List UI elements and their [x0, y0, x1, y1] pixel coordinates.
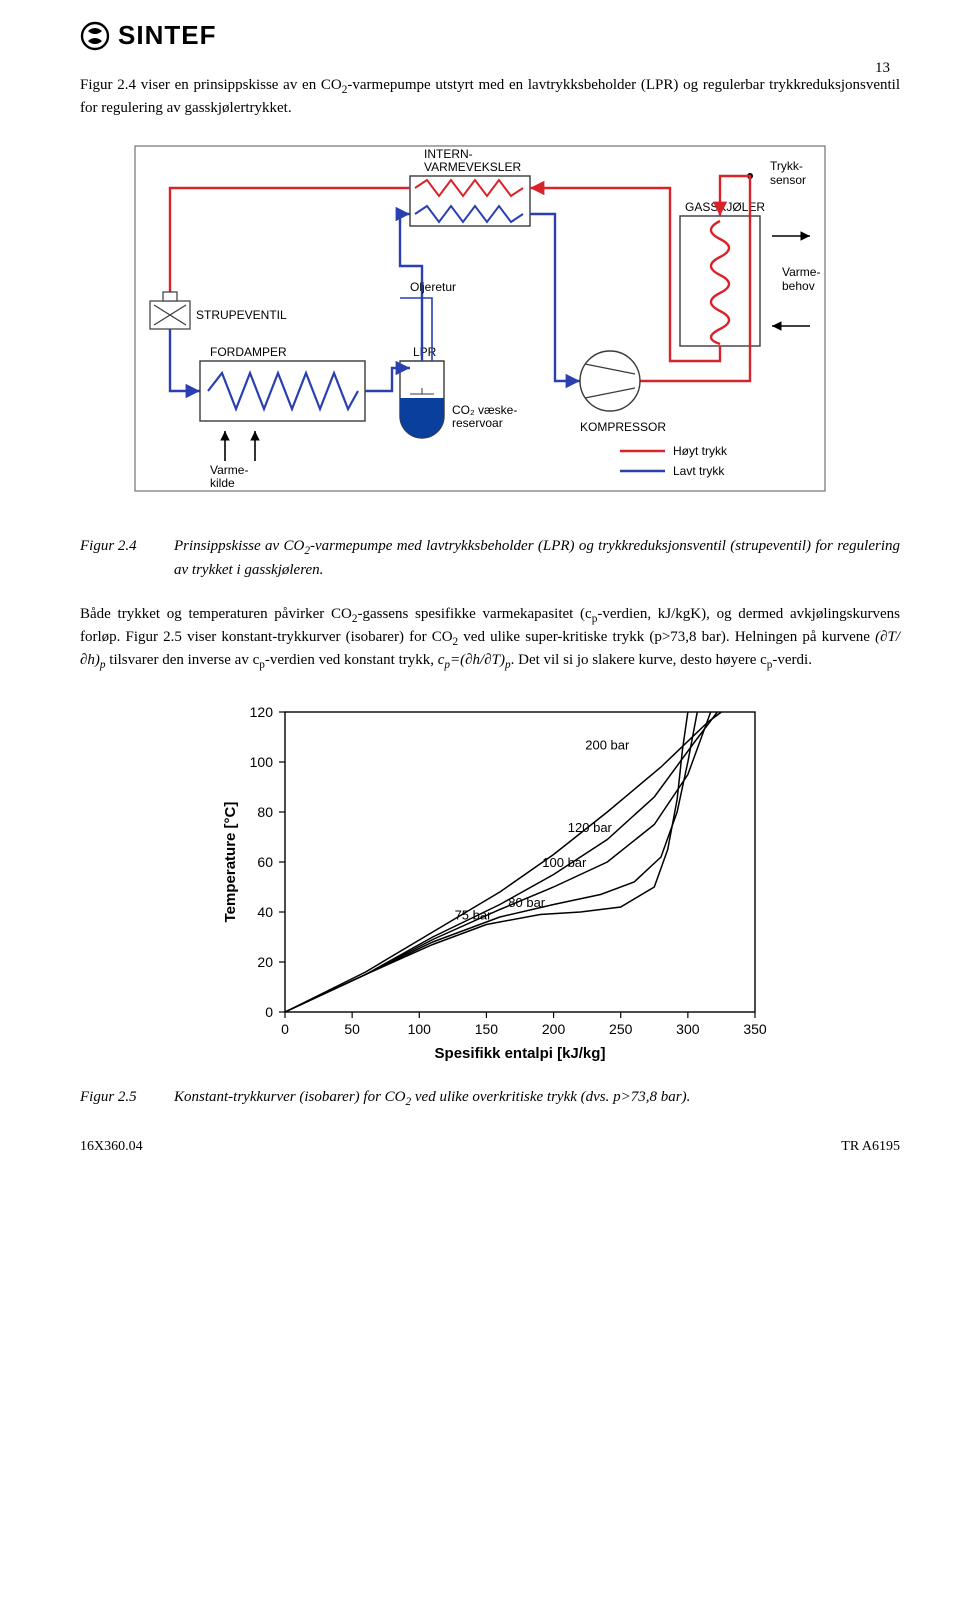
figure-2-4-caption: Figur 2.4 Prinsippskisse av CO2-varmepum…: [80, 536, 900, 579]
footer-right: TR A6195: [841, 1139, 900, 1155]
svg-text:0: 0: [265, 1004, 273, 1020]
svg-text:100: 100: [250, 754, 274, 770]
svg-text:0: 0: [281, 1021, 289, 1037]
brand-text: SINTEF: [118, 20, 216, 51]
label-gasskjoler: GASSKJØLER: [685, 200, 765, 214]
valve-icon: [150, 292, 190, 329]
page-number: 13: [875, 60, 890, 77]
label-co2res: CO₂ væske-reservoar: [452, 403, 517, 430]
svg-text:100: 100: [408, 1021, 432, 1037]
label-varmebehov: Varme-behov: [782, 265, 820, 293]
svg-text:250: 250: [609, 1021, 633, 1037]
svg-text:20: 20: [257, 954, 273, 970]
svg-text:Temperature [°C]: Temperature [°C]: [222, 802, 239, 923]
footer-left: 16X360.04: [80, 1139, 143, 1155]
figure-2-5-caption: Figur 2.5 Konstant-trykkurver (isobarer)…: [80, 1087, 900, 1110]
label-lpr: LPR: [413, 345, 437, 359]
label-fordamper: FORDAMPER: [210, 345, 287, 359]
legend-low: Lavt trykk: [673, 464, 725, 478]
svg-text:120 bar: 120 bar: [568, 820, 613, 835]
label-varmekilde: Varme-kilde: [210, 463, 248, 490]
figure-2-4-diagram: GASSKJØLER Varme-behov Trykk-sensor INTE…: [80, 136, 900, 516]
svg-text:Spesifikk entalpi [kJ/kg]: Spesifikk entalpi [kJ/kg]: [435, 1045, 606, 1062]
figure-text: Prinsippskisse av CO2-varmepumpe med lav…: [174, 536, 900, 579]
svg-text:50: 50: [344, 1021, 360, 1037]
figure-2-5-chart: 0 50 100 150 200 250 300 350 0 20 40 60 80 100 120 Spes…: [80, 697, 900, 1067]
figure-text: Konstant-trykkurver (isobarer) for CO2 v…: [174, 1087, 900, 1110]
svg-text:120: 120: [250, 704, 274, 720]
svg-text:300: 300: [676, 1021, 700, 1037]
lpr-vessel-icon: [400, 361, 444, 438]
svg-text:80: 80: [257, 804, 273, 820]
svg-text:200 bar: 200 bar: [585, 738, 630, 753]
label-trykksensor: Trykk-sensor: [770, 159, 806, 187]
label-oljeretur: Oljeretur: [410, 280, 456, 294]
figure-label: Figur 2.4: [80, 536, 150, 579]
paragraph-body: Både trykket og temperaturen påvirker CO…: [80, 604, 900, 674]
figure-label: Figur 2.5: [80, 1087, 150, 1110]
svg-text:150: 150: [475, 1021, 499, 1037]
label-strupeventil: STRUPEVENTIL: [196, 308, 287, 322]
sintef-mark-icon: [80, 21, 110, 51]
label-ivx: INTERN-VARMEVEKSLER: [424, 147, 521, 174]
svg-text:60: 60: [257, 854, 273, 870]
svg-text:350: 350: [743, 1021, 767, 1037]
brand-logo: SINTEF: [80, 20, 900, 51]
svg-text:40: 40: [257, 904, 273, 920]
label-kompressor: KOMPRESSOR: [580, 420, 666, 434]
svg-text:200: 200: [542, 1021, 566, 1037]
compressor-icon: [580, 351, 640, 411]
legend-high: Høyt trykk: [673, 444, 728, 458]
paragraph-intro: Figur 2.4 viser en prinsippskisse av en …: [80, 75, 900, 118]
